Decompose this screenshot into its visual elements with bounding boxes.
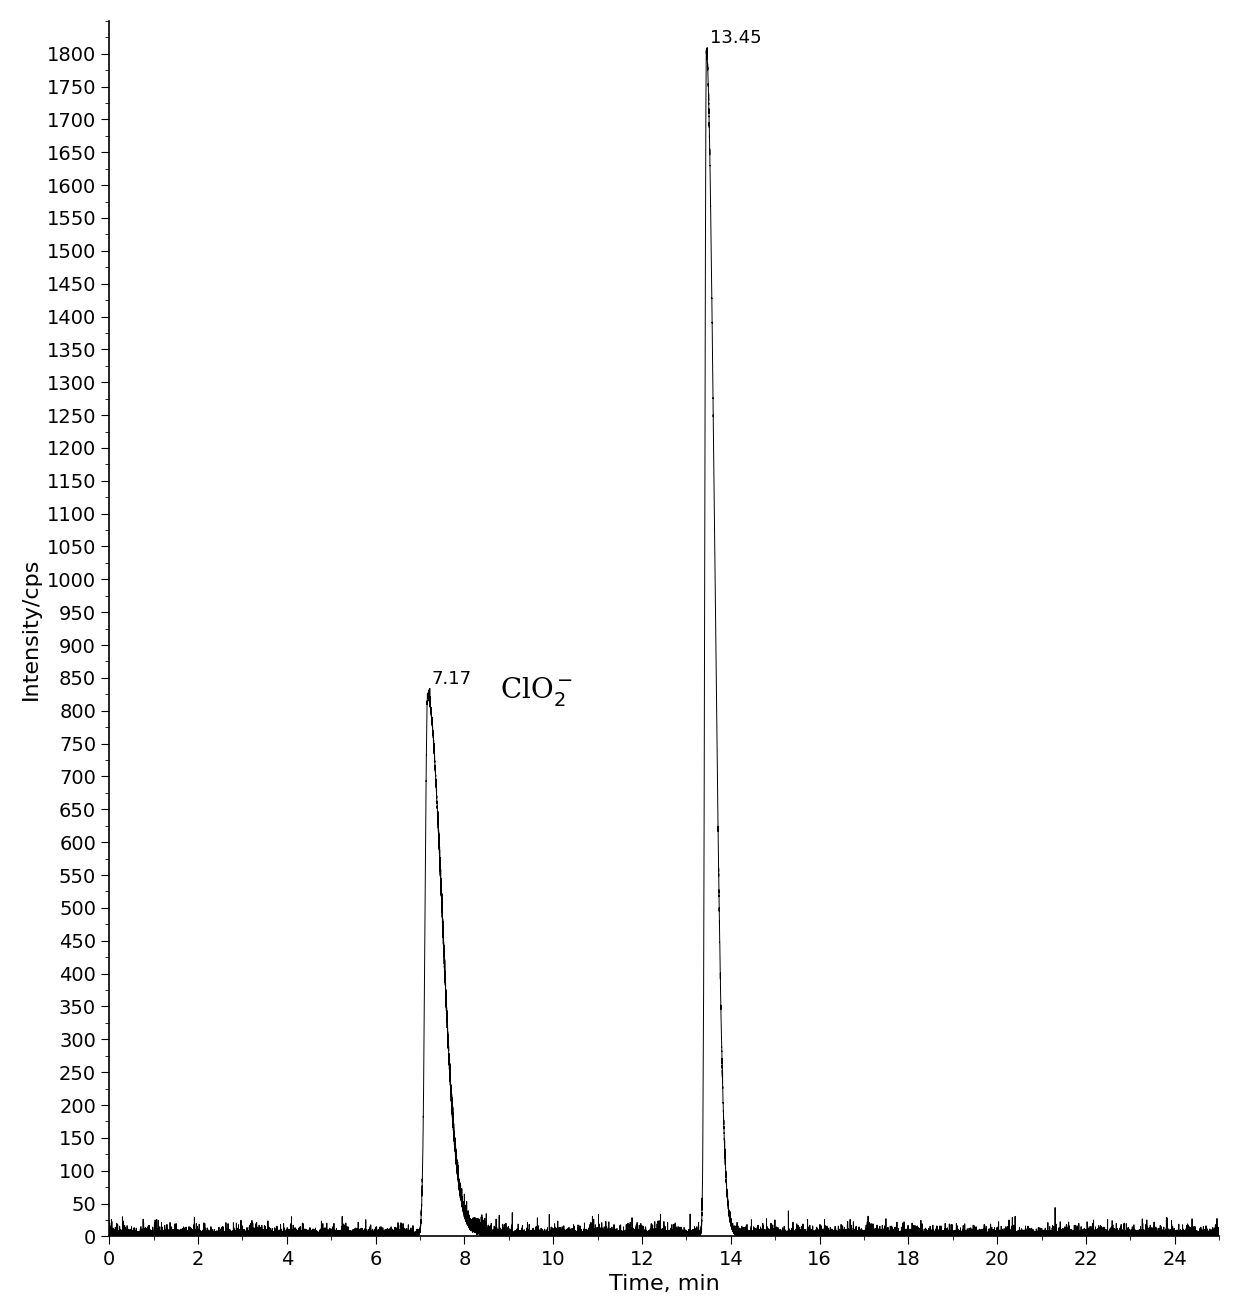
Text: 13.45: 13.45 xyxy=(711,29,761,47)
Text: ClO$_2^-$: ClO$_2^-$ xyxy=(500,675,573,707)
X-axis label: Time, min: Time, min xyxy=(609,1274,719,1294)
Text: 7.17: 7.17 xyxy=(432,669,471,688)
Y-axis label: Intensity/cps: Intensity/cps xyxy=(21,558,41,700)
